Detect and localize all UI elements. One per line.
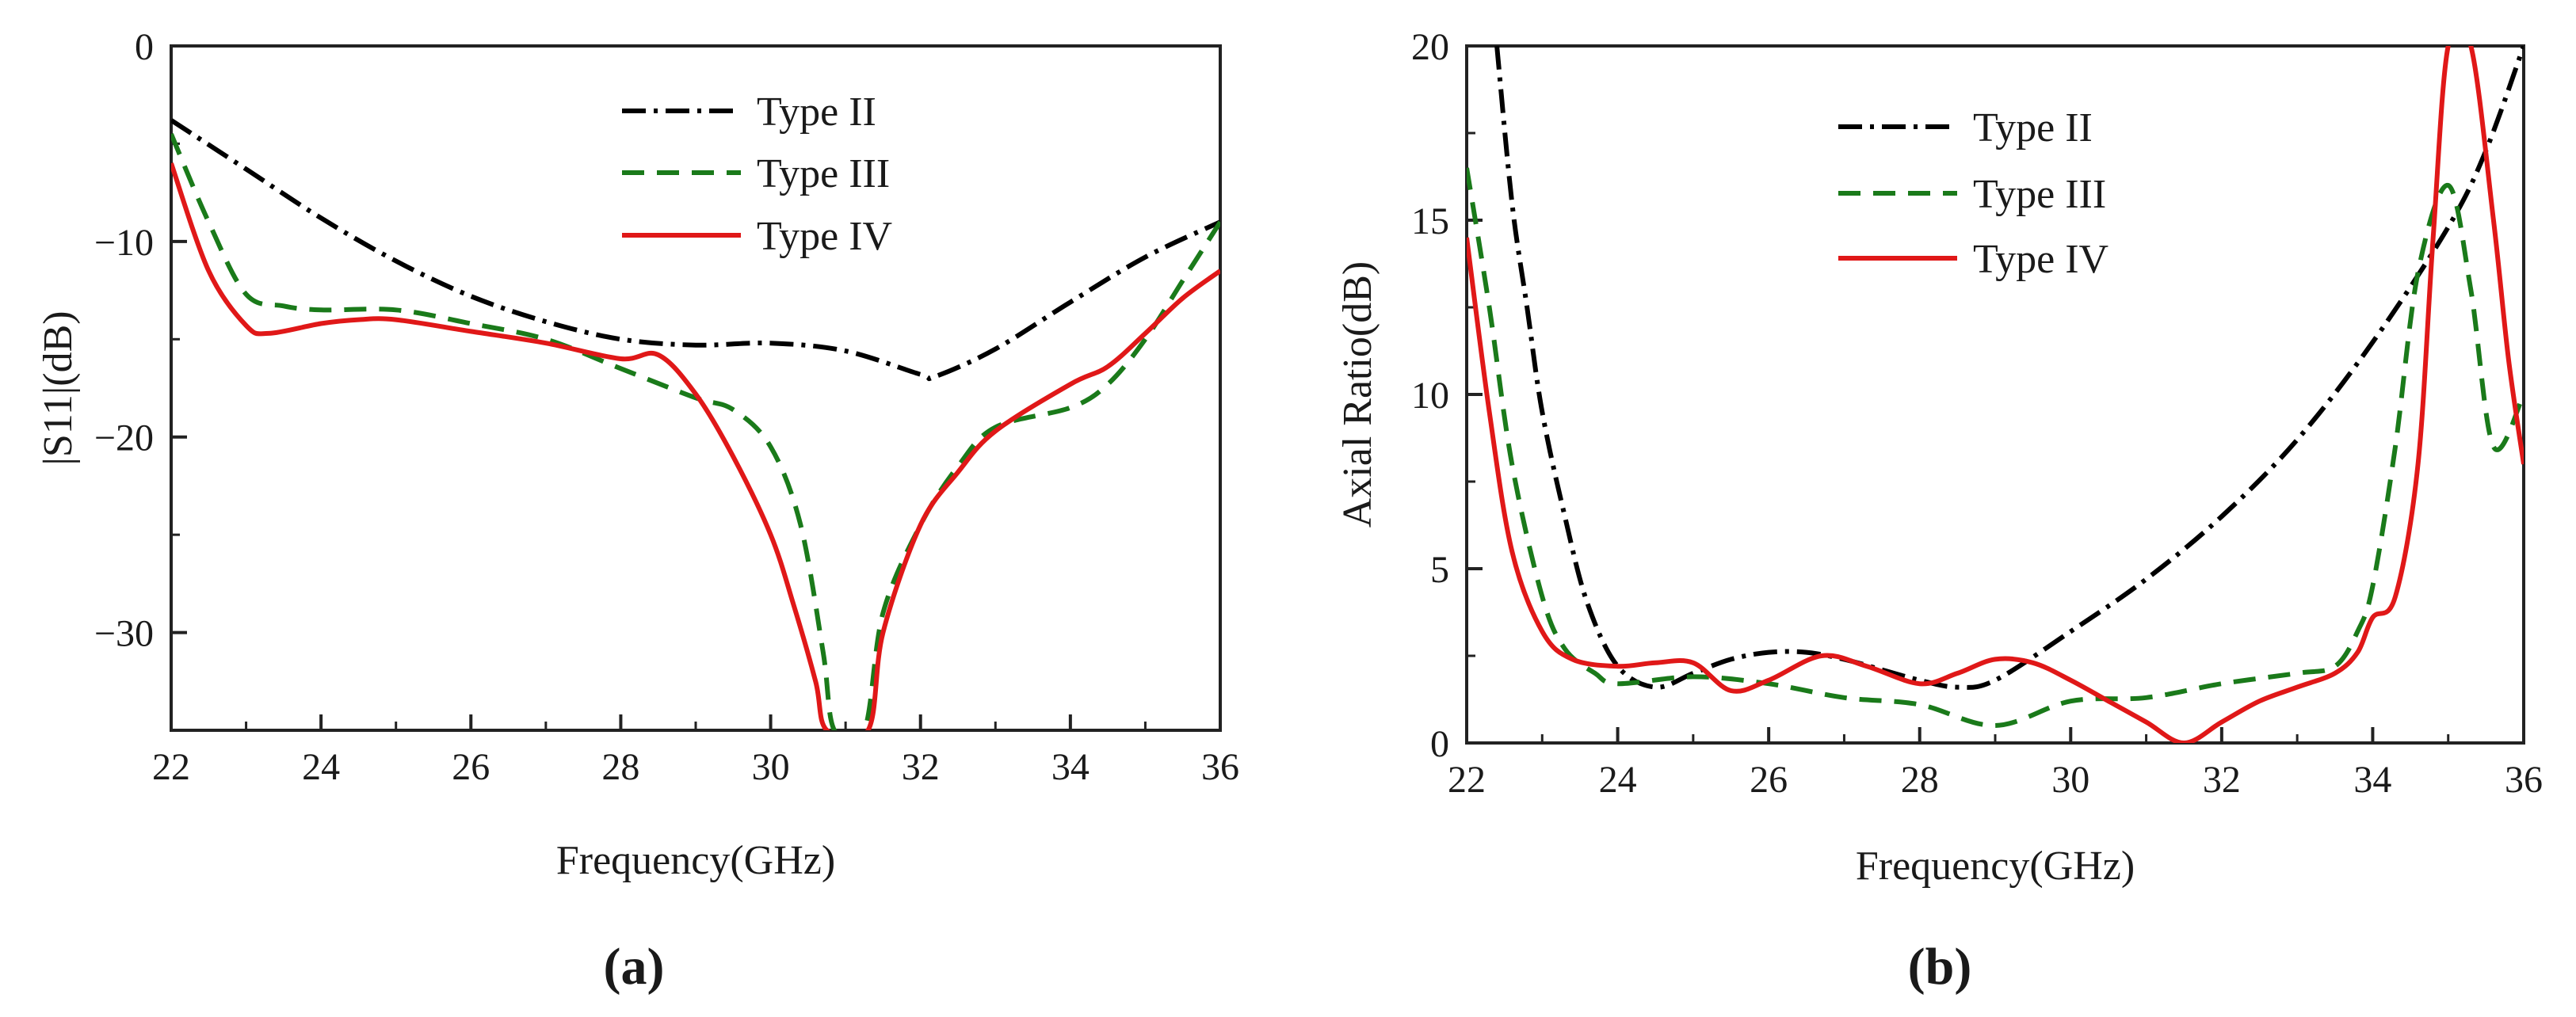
panel-b-axial-ratio-chart: 22 24 26 28 30 32 34 36 0 5 10 15 20 Frequency(GHz)… xyxy=(1335,26,2543,996)
x-tick-label: 26 xyxy=(1750,759,1788,801)
x-axis-title: Frequency(GHz) xyxy=(1856,844,2135,889)
x-tick-label: 22 xyxy=(152,746,190,788)
panel-label-b: (b) xyxy=(1908,938,1972,996)
y-tick-label: −20 xyxy=(94,417,154,459)
y-tick-label: 10 xyxy=(1411,375,1449,417)
x-ticks: 22 24 26 28 30 32 34 36 xyxy=(152,714,1239,788)
x-tick-label: 36 xyxy=(2505,759,2543,801)
x-ticks: 22 24 26 28 30 32 34 36 xyxy=(1448,727,2543,801)
y-tick-label: 20 xyxy=(1411,26,1449,68)
x-tick-label: 32 xyxy=(2203,759,2241,801)
x-tick-label: 22 xyxy=(1448,759,1486,801)
x-tick-label: 24 xyxy=(302,746,340,788)
x-tick-label: 36 xyxy=(1201,746,1239,788)
legend: Type II Type III Type IV xyxy=(622,90,892,259)
legend-label-type-iii: Type III xyxy=(1973,172,2106,217)
y-ticks: 0 5 10 15 20 xyxy=(1411,26,1483,765)
panel-label-a: (a) xyxy=(604,938,665,996)
x-tick-label: 30 xyxy=(752,746,790,788)
y-tick-label: −30 xyxy=(94,613,154,655)
legend-label-type-ii: Type II xyxy=(757,90,876,135)
x-tick-label: 28 xyxy=(601,746,639,788)
x-tick-label: 32 xyxy=(902,746,940,788)
x-tick-label: 34 xyxy=(1051,746,1090,788)
series-line-type-iv xyxy=(1467,46,2524,743)
series-line-type-ii xyxy=(171,118,1220,382)
y-tick-label: 15 xyxy=(1411,200,1449,242)
series-line-type-iii xyxy=(171,132,1220,730)
y-tick-label: 0 xyxy=(135,26,154,68)
x-tick-label: 28 xyxy=(1901,759,1939,801)
legend-label-type-ii: Type II xyxy=(1973,105,2093,150)
series-group xyxy=(1467,46,2524,743)
x-tick-label: 26 xyxy=(452,746,490,788)
y-axis-title: |S11|(dB) xyxy=(36,310,81,465)
y-ticks: 0 −10 −20 −30 xyxy=(94,26,187,655)
series-line-type-iv xyxy=(171,162,1220,730)
x-tick-label: 24 xyxy=(1599,759,1637,801)
legend-label-type-iii: Type III xyxy=(757,151,890,196)
y-tick-label: −10 xyxy=(94,222,154,264)
y-tick-label: 0 xyxy=(1430,723,1449,765)
x-axis-title: Frequency(GHz) xyxy=(556,838,835,883)
series-group xyxy=(171,118,1220,730)
legend-label-type-iv: Type IV xyxy=(757,214,892,259)
x-tick-label: 30 xyxy=(2051,759,2089,801)
y-axis-title: Axial Ratio(dB) xyxy=(1335,261,1380,528)
legend-label-type-iv: Type IV xyxy=(1973,237,2109,282)
legend: Type II Type III Type IV xyxy=(1838,105,2109,282)
y-tick-label: 5 xyxy=(1430,549,1449,591)
series-line-type-iii xyxy=(1467,167,2524,729)
x-tick-label: 34 xyxy=(2353,759,2391,801)
panel-a-s11-chart: 22 24 26 28 30 32 34 36 0 −10 −20 −30 Frequency(GH… xyxy=(36,26,1239,996)
